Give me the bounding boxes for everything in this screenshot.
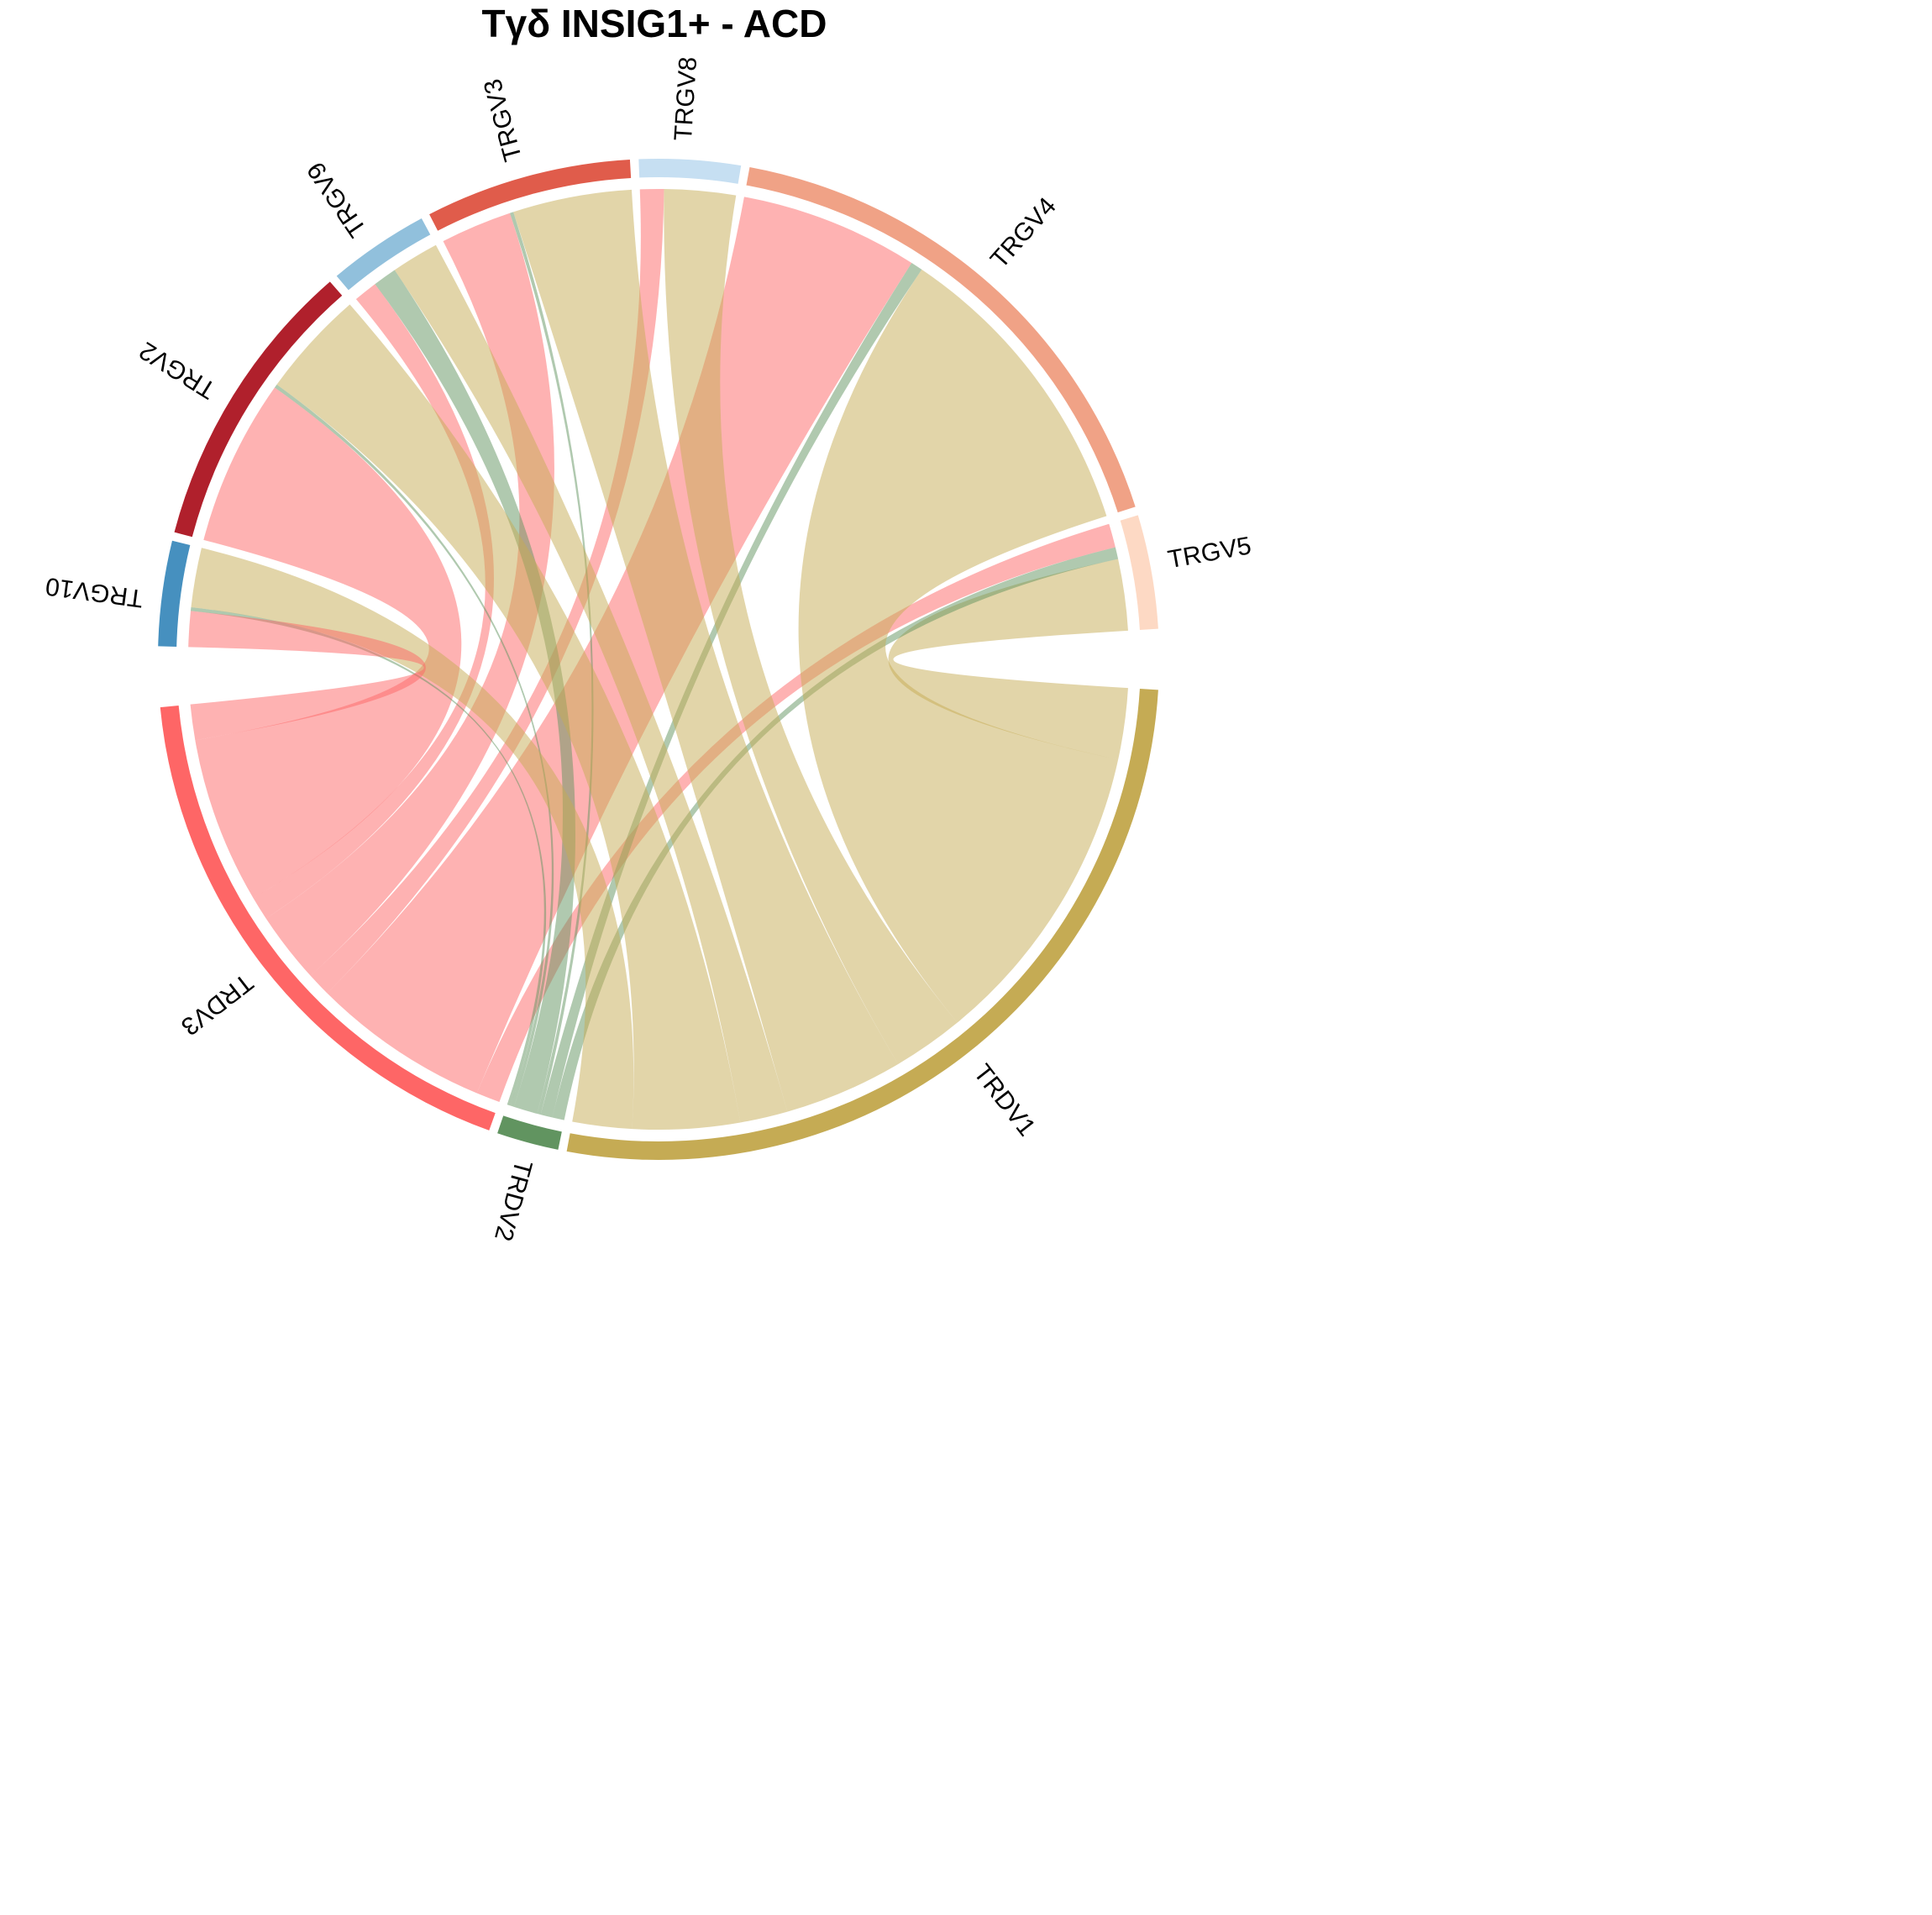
chord-link-trgv10-trdv3 xyxy=(188,611,426,741)
chord-link-trgv9-trdv3 xyxy=(253,284,494,919)
sector-tracks xyxy=(158,159,1158,1160)
sector-label-trgv8: TRGV8 xyxy=(669,56,702,142)
chord-links xyxy=(188,189,1128,1130)
sector-label-trgv4: TRGV4 xyxy=(985,192,1062,274)
sector-label-trgv3: TRGV3 xyxy=(479,76,528,164)
sector-label-trdv1: TRDV1 xyxy=(968,1059,1041,1141)
sector-track-trdv2 xyxy=(497,1115,562,1150)
chord-link-trgv9-trdv1 xyxy=(394,244,788,1123)
sector-track-trgv2 xyxy=(174,281,343,538)
sector-track-trgv5 xyxy=(1120,515,1158,630)
chord-link-trgv8-trdv1 xyxy=(664,189,958,1064)
sector-track-trgv10 xyxy=(158,540,191,647)
sector-track-trgv9 xyxy=(336,218,431,291)
chord-link-trgv2-trdv3 xyxy=(195,387,462,899)
chord-link-trgv9-trdv2 xyxy=(375,270,575,1115)
sector-label-trgv2: TRGV2 xyxy=(134,336,220,404)
chart-title: Tγδ INSIG1+ - ACD xyxy=(481,2,827,45)
sector-label-trdv2: TRDV2 xyxy=(489,1157,538,1245)
chord-link-trgv3-trdv1 xyxy=(513,189,899,1112)
sector-track-trgv8 xyxy=(638,159,742,184)
chord-link-trgv3-trdv3 xyxy=(265,212,554,976)
sector-label-trgv9: TRGV9 xyxy=(302,157,372,242)
sector-label-trdv3: TRDV3 xyxy=(176,968,258,1040)
chord-link-trgv4-trdv1 xyxy=(798,269,1119,1023)
sector-label-trgv5: TRGV5 xyxy=(1166,532,1253,574)
sector-label-trgv10: TRGV10 xyxy=(44,572,144,612)
sector-track-trgv3 xyxy=(429,159,632,231)
chord-link-trgv10-trdv1 xyxy=(191,548,634,1130)
chord-link-trgv2-trdv1 xyxy=(276,304,741,1130)
